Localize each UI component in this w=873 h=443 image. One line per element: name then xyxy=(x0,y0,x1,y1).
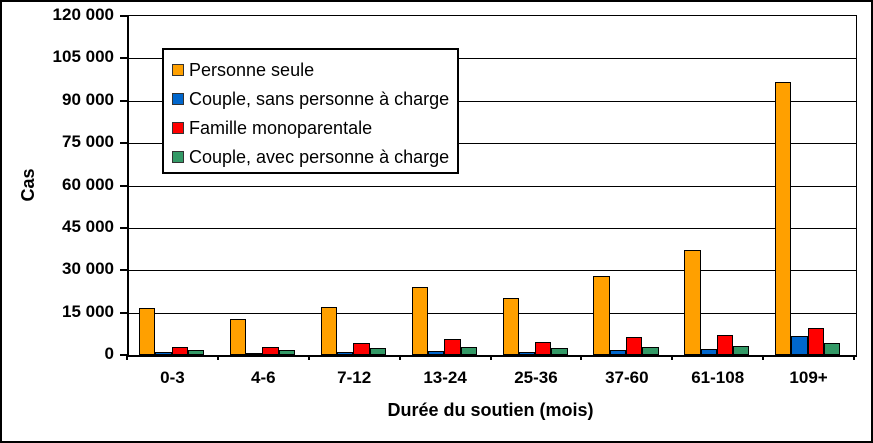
x-tick-mark xyxy=(216,354,219,360)
x-tick-label: 37-60 xyxy=(605,368,649,387)
bar-61-108-series-0 xyxy=(684,249,701,355)
legend-swatch-icon xyxy=(172,122,184,134)
bar-0-3-series-1 xyxy=(155,352,172,355)
legend-item: Couple, sans personne à charge xyxy=(172,85,449,113)
y-tick-mark xyxy=(120,57,127,60)
y-tick-mark xyxy=(120,142,127,145)
bar-37-60-series-1 xyxy=(609,349,626,355)
x-tick-mark xyxy=(671,354,674,360)
y-tick-label: 0 xyxy=(104,344,114,363)
legend-label: Couple, avec personne à charge xyxy=(189,146,450,167)
bar-109+-series-2 xyxy=(807,327,825,355)
bar-13-24-series-0 xyxy=(411,286,428,355)
gridline xyxy=(129,143,856,145)
y-tick-mark xyxy=(120,184,127,187)
x-tick-mark xyxy=(126,354,128,360)
y-tick-mark xyxy=(120,226,127,229)
bar-13-24-series-2 xyxy=(444,338,461,355)
bar-4-6-series-1 xyxy=(246,353,263,355)
bar-61-108-series-2 xyxy=(716,334,734,355)
legend-swatch-icon xyxy=(172,93,184,105)
bar-25-36-series-1 xyxy=(518,351,536,355)
bar-7-12-series-2 xyxy=(353,343,370,355)
bar-0-3-series-2 xyxy=(171,346,188,355)
bar-4-6-series-0 xyxy=(229,319,247,355)
bar-109+-series-3 xyxy=(824,342,841,355)
y-tick-label: 45 000 xyxy=(62,216,114,236)
bar-37-60-series-3 xyxy=(642,346,659,355)
legend-label: Couple, sans personne à charge xyxy=(189,88,450,109)
x-axis-title: Durée du soutien (mois) xyxy=(387,400,594,420)
y-tick-label: 120 000 xyxy=(52,5,114,24)
x-tick-label: 25-36 xyxy=(514,368,558,387)
bar-61-108-series-1 xyxy=(700,349,717,355)
bar-4-6-series-2 xyxy=(262,347,279,355)
x-tick-label: 109+ xyxy=(789,368,828,387)
bar-13-24-series-1 xyxy=(427,351,445,355)
bar-37-60-series-2 xyxy=(625,336,643,355)
legend-item: Couple, avec personne à charge xyxy=(172,143,449,171)
bar-4-6-series-3 xyxy=(278,350,296,355)
x-tick-mark xyxy=(489,354,492,360)
bar-7-12-series-0 xyxy=(320,306,338,355)
y-tick-label: 60 000 xyxy=(62,174,114,194)
gridline xyxy=(129,185,856,187)
legend-item: Personne seule xyxy=(172,56,449,84)
y-tick-mark xyxy=(120,15,127,17)
bar-37-60-series-0 xyxy=(593,275,610,355)
x-tick-label: 4-6 xyxy=(251,368,276,387)
gridline xyxy=(129,312,856,314)
bar-61-108-series-3 xyxy=(733,345,750,355)
y-tick-label: 105 000 xyxy=(52,47,114,67)
legend-label: Personne seule xyxy=(189,59,315,80)
x-tick-mark xyxy=(762,354,765,360)
bar-7-12-series-1 xyxy=(337,351,354,355)
gridline xyxy=(129,227,856,229)
y-tick-label: 90 000 xyxy=(62,89,114,109)
x-tick-label: 61-108 xyxy=(691,368,745,387)
y-tick-mark xyxy=(120,269,127,272)
y-tick-mark xyxy=(120,311,127,314)
gridline xyxy=(129,100,856,102)
legend: Personne seule Couple, sans personne à ch… xyxy=(162,48,459,174)
x-tick-label: 7-12 xyxy=(337,368,372,387)
y-tick-label: 75 000 xyxy=(62,132,114,152)
y-tick-mark xyxy=(120,99,127,102)
bar-25-36-series-3 xyxy=(551,348,568,355)
y-tick-mark xyxy=(120,354,127,356)
x-tick-mark xyxy=(398,354,401,360)
y-tick-label: 15 000 xyxy=(62,301,114,321)
bar-109+-series-0 xyxy=(775,81,792,355)
gridline xyxy=(129,270,856,272)
bar-13-24-series-3 xyxy=(460,346,477,355)
legend-item: Famille monoparentale xyxy=(172,114,449,142)
bar-25-36-series-0 xyxy=(502,297,519,355)
x-tick-mark xyxy=(853,354,855,360)
bar-109+-series-1 xyxy=(791,335,808,355)
bar-0-3-series-3 xyxy=(187,350,205,355)
x-tick-mark xyxy=(307,354,310,360)
legend-swatch-icon xyxy=(172,151,184,163)
legend-swatch-icon xyxy=(172,64,184,76)
x-tick-label: 0-3 xyxy=(160,368,185,387)
bar-0-3-series-0 xyxy=(139,307,156,355)
bar-7-12-series-3 xyxy=(369,348,386,355)
y-tick-label: 30 000 xyxy=(62,259,114,279)
gridline xyxy=(129,58,856,60)
x-tick-label: 13-24 xyxy=(423,368,467,387)
legend-label: Famille monoparentale xyxy=(189,117,373,138)
bar-25-36-series-2 xyxy=(535,342,552,355)
x-tick-mark xyxy=(580,354,583,360)
